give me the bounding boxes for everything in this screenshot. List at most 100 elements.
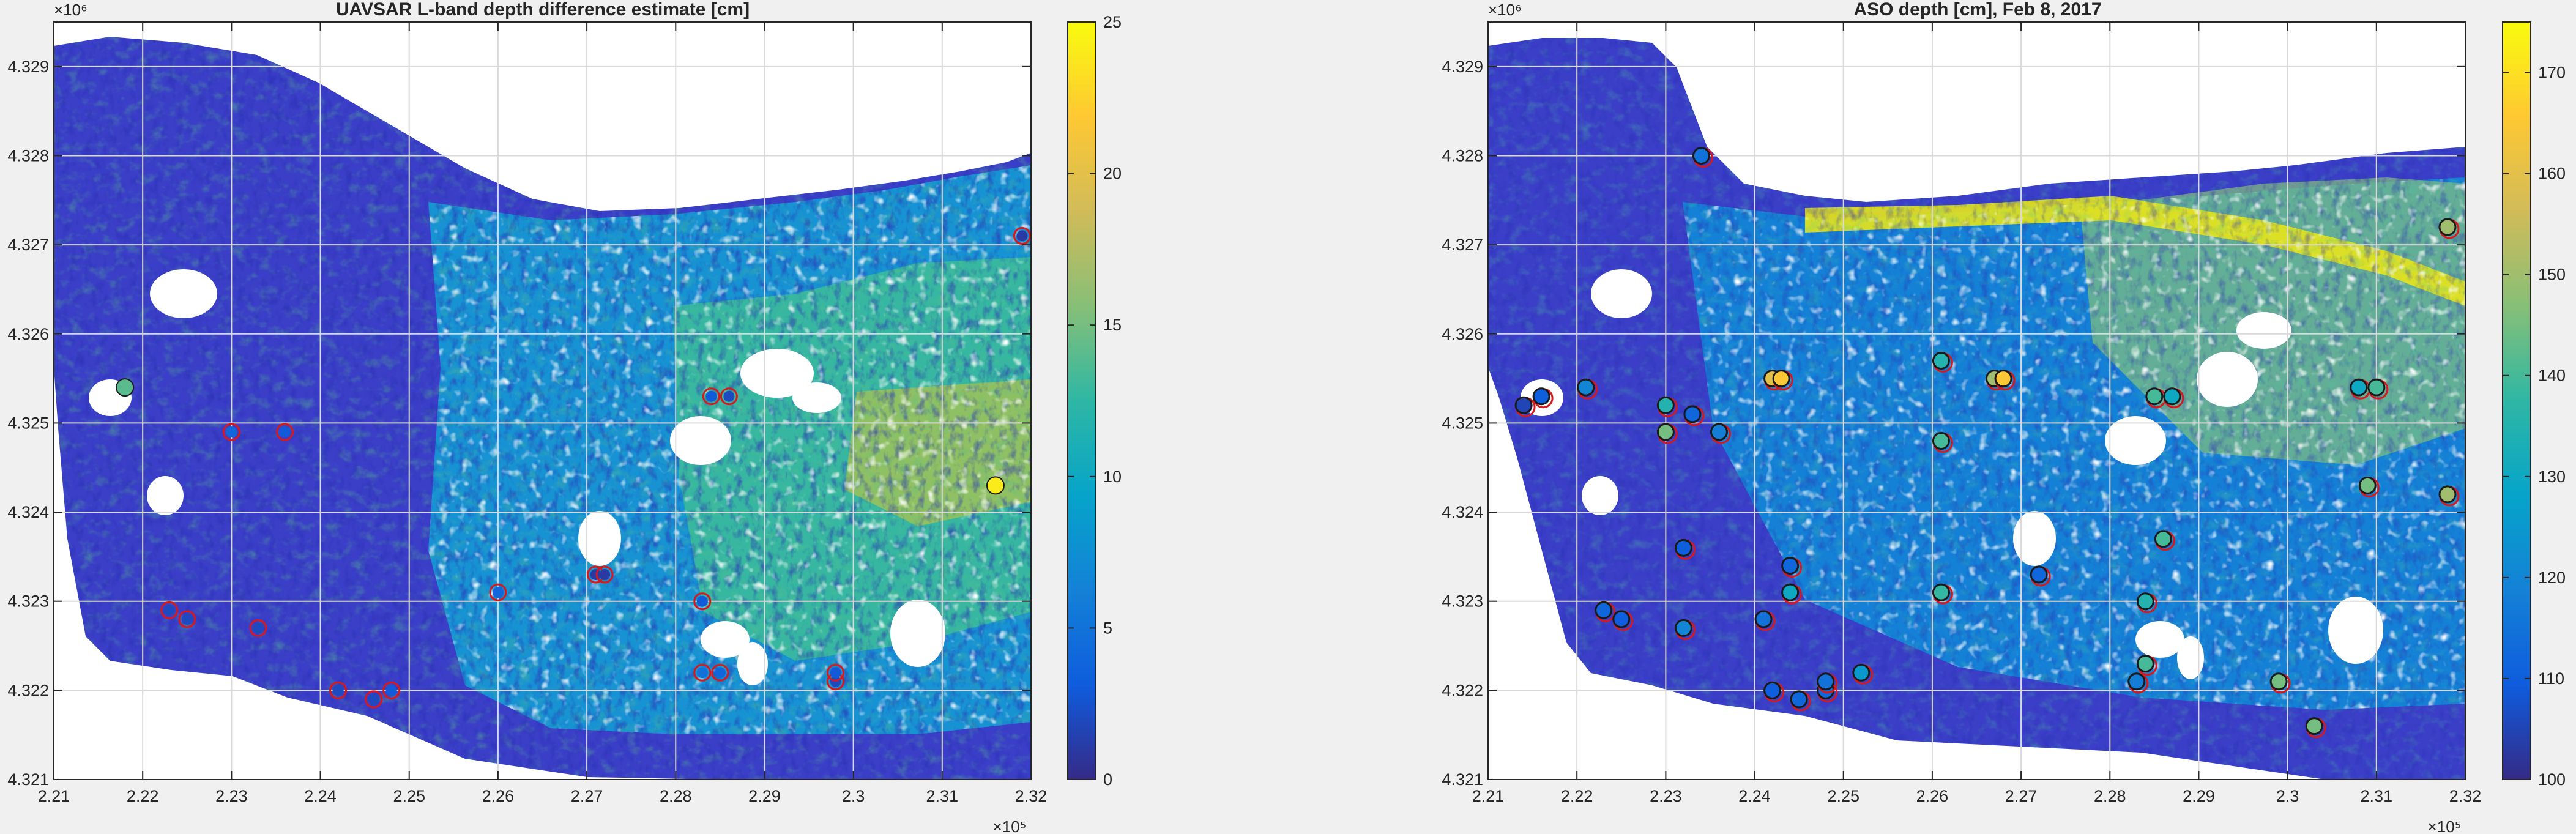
y-axis-right: 4.321 4.322 4.323 4.324 4.325 4.326 4.327 4.328… xyxy=(1442,58,2465,789)
site-marker xyxy=(1781,583,1800,601)
y-tick-label: 4.328 xyxy=(1442,146,1483,165)
y-exponent-left: ×10⁶ xyxy=(54,1,87,19)
site-marker-fill xyxy=(181,613,193,625)
site-marker xyxy=(2438,485,2457,504)
site-marker xyxy=(382,681,401,699)
grid-right xyxy=(1488,22,2465,780)
site-marker xyxy=(1790,690,1808,709)
site-marker xyxy=(1710,423,1728,441)
y-tick-label: 4.321 xyxy=(1442,770,1483,789)
y-tick-label: 4.324 xyxy=(7,503,49,521)
masked-holes-left xyxy=(89,269,945,685)
site-marker xyxy=(1577,378,1595,397)
site-marker xyxy=(1532,387,1550,406)
site-marker xyxy=(1674,538,1692,557)
site-marker xyxy=(2367,378,2386,397)
colorbar-tick-label: 15 xyxy=(1103,316,1122,334)
y-tick-label: 4.329 xyxy=(7,58,49,76)
site-marker xyxy=(693,663,712,682)
site-marker xyxy=(1772,370,1790,388)
y-tick-label: 4.324 xyxy=(1442,503,1483,521)
y-tick-label: 4.327 xyxy=(1442,236,1483,254)
site-marker xyxy=(2350,378,2368,397)
colorbar-tick-label: 120 xyxy=(2538,568,2566,587)
site-marker-fill xyxy=(385,685,397,696)
site-marker-fill xyxy=(332,685,344,696)
site-marker-fill xyxy=(696,667,708,679)
site-marker xyxy=(2269,672,2288,691)
site-marker xyxy=(827,663,845,682)
panel-left: UAVSAR L-band depth difference estimate … xyxy=(7,0,1122,834)
x-exponent-right: ×10⁵ xyxy=(2428,817,2462,834)
x-tick-label: 2.22 xyxy=(127,787,159,805)
x-tick-label: 2.28 xyxy=(660,787,692,805)
y-tick-label: 4.328 xyxy=(7,146,49,165)
site-marker xyxy=(1754,610,1773,628)
colorbar-tick-label: 5 xyxy=(1103,619,1112,637)
x-tick-label: 2.22 xyxy=(1561,787,1593,805)
site-marker xyxy=(329,681,348,699)
site-marker-fill xyxy=(723,390,735,402)
site-marker xyxy=(1595,601,1613,619)
y-tick-label: 4.326 xyxy=(1442,325,1483,343)
colorbar-tick-label: 0 xyxy=(1103,770,1112,789)
colorbar-tick-label: 160 xyxy=(2538,165,2566,183)
x-tick-label: 2.25 xyxy=(1827,787,1859,805)
site-marker xyxy=(489,583,507,601)
markers-right xyxy=(1514,146,2460,739)
site-marker-fill xyxy=(830,667,841,679)
site-marker xyxy=(1656,423,1675,441)
x-axis-right: 2.21 2.22 2.23 2.24 2.25 2.26 2.27 2.28 2.29 2.3 2… xyxy=(1472,22,2481,805)
site-marker xyxy=(711,663,729,682)
site-marker xyxy=(2358,476,2377,494)
site-marker xyxy=(365,690,383,709)
x-tick-label: 2.24 xyxy=(1738,787,1771,805)
panel-right: ASO depth [cm], Feb 8, 2017 ×10⁶ ×10⁵ xyxy=(1442,0,2566,834)
site-marker-fill xyxy=(368,693,379,705)
colorbar-tick-label: 140 xyxy=(2538,367,2566,385)
axes-frame-left xyxy=(53,21,1032,780)
site-marker-fill xyxy=(492,587,504,598)
site-marker xyxy=(116,378,135,397)
site-marker xyxy=(2438,218,2457,236)
site-marker xyxy=(275,423,294,441)
colorbar-right xyxy=(2502,21,2531,780)
colorbar-tick-label: 100 xyxy=(2538,770,2566,789)
site-marker xyxy=(1817,672,1835,691)
y-tick-label: 4.323 xyxy=(1442,592,1483,611)
y-exponent-right: ×10⁶ xyxy=(1488,1,1522,19)
site-marker xyxy=(720,387,738,406)
site-marker xyxy=(2136,655,2154,673)
site-marker-fill xyxy=(705,390,717,402)
colorbar-tick-label: 170 xyxy=(2538,64,2566,82)
x-tick-label: 2.21 xyxy=(1472,787,1505,805)
site-marker xyxy=(160,601,179,619)
site-marker-fill xyxy=(226,426,237,437)
site-marker xyxy=(1781,556,1800,575)
x-tick-label: 2.26 xyxy=(482,787,515,805)
site-marker xyxy=(693,592,712,611)
x-tick-label: 2.27 xyxy=(2005,787,2038,805)
y-tick-label: 4.326 xyxy=(7,325,49,343)
x-tick-label: 2.3 xyxy=(2276,787,2299,805)
y-tick-label: 4.325 xyxy=(1442,414,1483,432)
site-marker xyxy=(2145,387,2164,406)
site-marker xyxy=(1932,432,1950,450)
site-marker xyxy=(1013,227,1031,245)
x-tick-label: 2.32 xyxy=(1015,787,1048,805)
x-tick-label: 2.29 xyxy=(2183,787,2215,805)
site-marker-fill xyxy=(696,595,708,607)
x-tick-label: 2.21 xyxy=(38,787,70,805)
site-marker-fill xyxy=(599,569,611,581)
x-tick-label: 2.3 xyxy=(842,787,865,805)
site-marker xyxy=(595,565,614,584)
axes-frame-right xyxy=(1487,21,2466,780)
site-marker xyxy=(1612,610,1631,628)
x-exponent-left: ×10⁵ xyxy=(993,817,1027,834)
x-tick-label: 2.31 xyxy=(2361,787,2393,805)
site-marker-fill xyxy=(1016,230,1028,242)
grid-left xyxy=(54,22,1031,780)
colorbar-tick-label: 130 xyxy=(2538,467,2566,486)
y-axis-left: 4.321 4.322 4.323 4.324 4.325 4.326 4.327 4.328… xyxy=(7,58,1031,789)
